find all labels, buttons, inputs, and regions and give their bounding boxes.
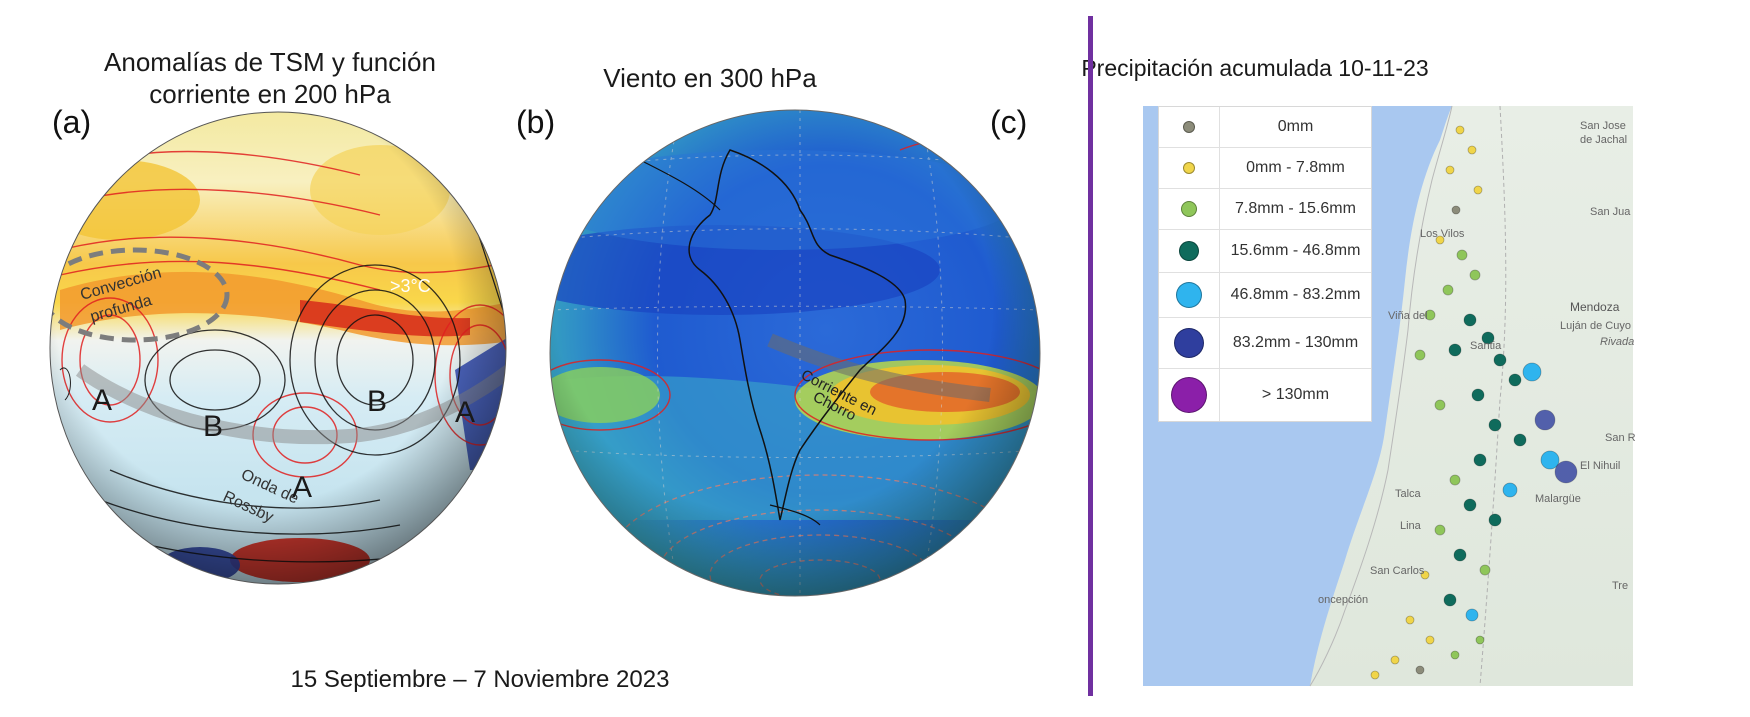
panel-divider xyxy=(1088,16,1093,696)
label-sst-anomaly: >3°C xyxy=(390,276,431,296)
map-label-concepcion: oncepción xyxy=(1318,594,1369,606)
map-label-vina: Viña del xyxy=(1388,310,1428,322)
legend-symbol xyxy=(1159,148,1220,188)
panel-a-title: Anomalías de TSM y función corriente en … xyxy=(60,46,480,110)
date-range-caption: 15 Septiembre – 7 Noviembre 2023 xyxy=(290,666,670,693)
legend-symbol xyxy=(1159,189,1220,229)
panel-c-label: (c) xyxy=(990,104,1028,140)
legend-symbol xyxy=(1159,273,1220,317)
legend-dot-0mm xyxy=(1183,121,1195,133)
map-label-san-jua: San Jua xyxy=(1590,206,1631,218)
map-label-de-jachal: de Jachal xyxy=(1580,134,1628,146)
map-label-san-ra: San R xyxy=(1605,432,1636,444)
legend-label: 0mm xyxy=(1277,118,1314,135)
map-label-rivadavia: Rivada xyxy=(1600,336,1635,348)
legend-dot-over-130mm xyxy=(1171,377,1207,413)
legend-label: 0mm - 7.8mm xyxy=(1246,159,1345,176)
map-label-mendoza: Mendoza xyxy=(1570,300,1620,314)
globe-a-outline xyxy=(49,111,507,585)
panel-a-title-line2: corriente en 200 hPa xyxy=(149,79,391,109)
panel-b-title: Viento en 300 hPa xyxy=(603,63,817,93)
legend-symbol xyxy=(1159,318,1220,368)
legend-dot-0-7mm xyxy=(1183,162,1195,174)
legend-label: > 130mm xyxy=(1261,386,1330,403)
panel-a-label: (a) xyxy=(52,104,92,140)
legend-row: > 130mm xyxy=(1159,369,1371,421)
legend-row: 83.2mm - 130mm xyxy=(1159,318,1371,369)
legend-symbol xyxy=(1159,369,1220,421)
legend-label: 46.8mm - 83.2mm xyxy=(1230,286,1361,303)
panel-a-title-line1: Anomalías de TSM y función xyxy=(104,47,436,77)
globe-a xyxy=(50,112,506,584)
legend-row: 15.6mm - 46.8mm xyxy=(1159,230,1371,273)
label-high-west: A xyxy=(92,384,112,417)
map-label-los-vilos: Los Vilos xyxy=(1420,228,1465,240)
legend-label: 15.6mm - 46.8mm xyxy=(1230,242,1361,259)
legend-label: 7.8mm - 15.6mm xyxy=(1235,200,1356,217)
map-label-linares: Lina xyxy=(1400,520,1421,532)
legend-dot-7-15mm xyxy=(1181,201,1197,217)
panel-b-label: (b) xyxy=(516,104,556,140)
legend-row: 7.8mm - 15.6mm xyxy=(1159,189,1371,230)
legend-row: 0mm - 7.8mm xyxy=(1159,148,1371,189)
label-high-south: A xyxy=(292,471,312,504)
map-label-san-jose: San Jose xyxy=(1580,120,1626,132)
legend-label: 83.2mm - 130mm xyxy=(1232,334,1359,351)
panel-c-title: Precipitación acumulada 10-11-23 xyxy=(1081,55,1429,81)
label-high-east: A xyxy=(455,396,475,429)
label-low-west: B xyxy=(203,410,223,443)
precip-legend: 0mm 0mm - 7.8mm 7.8mm - 15.6mm 15.6mm - … xyxy=(1158,106,1372,422)
legend-row: 46.8mm - 83.2mm xyxy=(1159,273,1371,318)
map-label-lujan: Luján de Cuyo xyxy=(1560,320,1631,332)
globe-b xyxy=(550,110,1040,596)
legend-symbol xyxy=(1159,230,1220,272)
globe-b-outline xyxy=(549,109,1041,597)
map-label-malargue: Malargüe xyxy=(1535,493,1581,505)
legend-symbol xyxy=(1159,107,1220,147)
label-low-east: B xyxy=(367,385,387,418)
map-label-tres: Tre xyxy=(1612,580,1629,592)
legend-dot-15-46mm xyxy=(1179,241,1199,261)
legend-dot-83-130mm xyxy=(1174,328,1204,358)
map-label-san-carlos: San Carlos xyxy=(1370,565,1425,577)
map-label-el-nihuil: El Nihuil xyxy=(1580,460,1621,472)
map-label-talca: Talca xyxy=(1395,488,1421,500)
legend-row: 0mm xyxy=(1159,107,1371,148)
legend-dot-46-83mm xyxy=(1176,282,1202,308)
station-dots xyxy=(1370,125,1578,680)
map-label-santiago: Santia xyxy=(1470,340,1502,352)
